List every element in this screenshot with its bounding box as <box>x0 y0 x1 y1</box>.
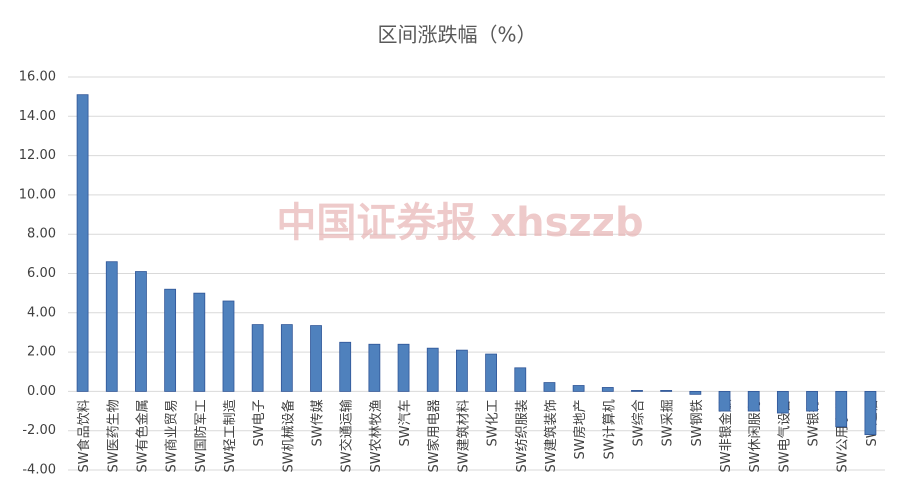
x-tick-label: SW家用电器 <box>426 399 442 472</box>
y-tick-label: -2.00 <box>22 423 56 438</box>
bar <box>251 324 264 392</box>
x-tick-label: SW休闲服务 <box>747 399 763 472</box>
y-tick-label: 14.00 <box>19 109 56 124</box>
chart-title: 区间涨跌幅（%） <box>377 23 536 47</box>
x-tick-label: SW钢铁 <box>690 399 705 446</box>
x-tick-label: SW电气设备 <box>776 399 792 472</box>
bar <box>193 292 206 392</box>
x-tick-label: SW医药生物 <box>106 399 121 472</box>
bar <box>310 325 322 392</box>
x-tick-label: SW建筑材料 <box>455 399 471 472</box>
bar <box>280 324 293 392</box>
y-tick-label: 4.00 <box>27 305 56 320</box>
x-tick-label: SW纺织服装 <box>515 399 530 472</box>
x-tick-label: SW商业贸易 <box>165 399 180 472</box>
x-tick-label: SW国防军工 <box>193 399 209 472</box>
bar <box>718 390 731 412</box>
bar <box>368 343 381 392</box>
x-tick-label: SW化工 <box>486 399 501 446</box>
x-tick-label: SW建筑装饰 <box>543 399 559 472</box>
y-tick-label: 16.00 <box>19 70 56 85</box>
watermark: 中国证券报 xhszzb <box>276 200 643 246</box>
x-tick-label: SW交通运输 <box>339 399 355 472</box>
x-tick-label: SW有色金属 <box>134 399 150 472</box>
bar <box>689 390 702 395</box>
x-tick-label: SW机械设备 <box>280 399 296 472</box>
x-tick-label: SW采掘 <box>661 399 676 446</box>
bar <box>105 261 118 392</box>
bar <box>339 341 352 392</box>
bar <box>776 390 789 414</box>
x-tick-label: SW轻工制造 <box>223 399 238 472</box>
x-tick-label: SW汽车 <box>397 399 413 446</box>
bar <box>806 390 818 412</box>
bar <box>864 390 877 436</box>
y-tick-label: 8.00 <box>27 227 56 242</box>
bar <box>135 271 147 392</box>
bar <box>397 343 410 392</box>
y-tick-label: -4.00 <box>22 463 56 478</box>
x-tick-label: SW电子 <box>252 399 267 446</box>
bar <box>456 349 468 392</box>
bar <box>485 353 497 392</box>
bar <box>543 382 556 392</box>
x-tick-label: SW食品饮料 <box>76 399 92 472</box>
bar <box>572 385 585 392</box>
x-tick-label: SW农林牧渔 <box>369 399 384 472</box>
bar <box>514 367 527 392</box>
bar <box>747 390 760 412</box>
y-tick-label: 0.00 <box>27 384 56 399</box>
bar <box>222 300 235 392</box>
x-tick-label: SW非银金融 <box>718 399 734 472</box>
x-tick-label: SW计算机 <box>602 399 617 459</box>
y-tick-label: 10.00 <box>19 187 56 202</box>
bar <box>660 390 673 392</box>
x-tick-label: SW综合 <box>631 399 646 446</box>
y-tick-label: 2.00 <box>27 345 56 360</box>
x-tick-label: SW传媒 <box>311 399 326 446</box>
bar <box>76 94 89 392</box>
x-tick-label: SW房地产 <box>572 399 588 459</box>
bar <box>631 390 643 392</box>
bar <box>601 387 614 392</box>
bar <box>426 347 439 392</box>
bar <box>164 288 177 392</box>
y-tick-label: 12.00 <box>19 148 56 163</box>
y-tick-label: 6.00 <box>27 266 56 281</box>
bar <box>835 390 848 428</box>
